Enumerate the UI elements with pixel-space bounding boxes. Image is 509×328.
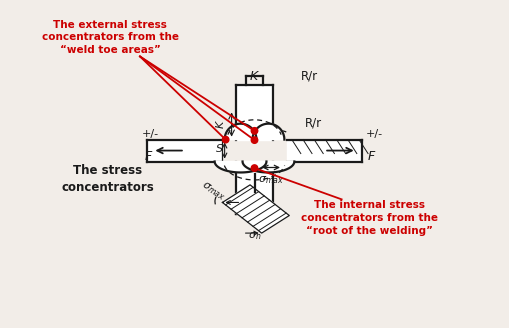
Text: F: F bbox=[145, 150, 152, 163]
Circle shape bbox=[222, 136, 229, 143]
Circle shape bbox=[251, 128, 258, 134]
Text: $\sigma_{max}$: $\sigma_{max}$ bbox=[258, 174, 284, 186]
Polygon shape bbox=[215, 161, 266, 173]
Text: The internal stress
concentrators from the
“root of the welding”: The internal stress concentrators from t… bbox=[300, 200, 438, 236]
Polygon shape bbox=[243, 161, 294, 173]
Circle shape bbox=[251, 137, 258, 143]
Text: The stress
concentrators: The stress concentrators bbox=[61, 164, 154, 194]
Polygon shape bbox=[252, 124, 285, 140]
Text: $\sigma_n$: $\sigma_n$ bbox=[248, 230, 261, 242]
Text: S: S bbox=[215, 144, 222, 154]
Text: K: K bbox=[216, 121, 225, 128]
Polygon shape bbox=[224, 124, 257, 140]
Text: +/-: +/- bbox=[365, 129, 383, 139]
Text: The external stress
concentrators from the
“weld toe areas”: The external stress concentrators from t… bbox=[42, 20, 179, 55]
Text: R/r: R/r bbox=[301, 69, 318, 82]
Circle shape bbox=[251, 165, 258, 171]
Text: K: K bbox=[249, 70, 258, 83]
Text: $\sigma_{max}$: $\sigma_{max}$ bbox=[199, 179, 228, 203]
Text: R/r: R/r bbox=[305, 117, 322, 130]
Text: F: F bbox=[367, 150, 375, 163]
Text: +/-: +/- bbox=[142, 129, 159, 139]
Polygon shape bbox=[222, 185, 289, 233]
